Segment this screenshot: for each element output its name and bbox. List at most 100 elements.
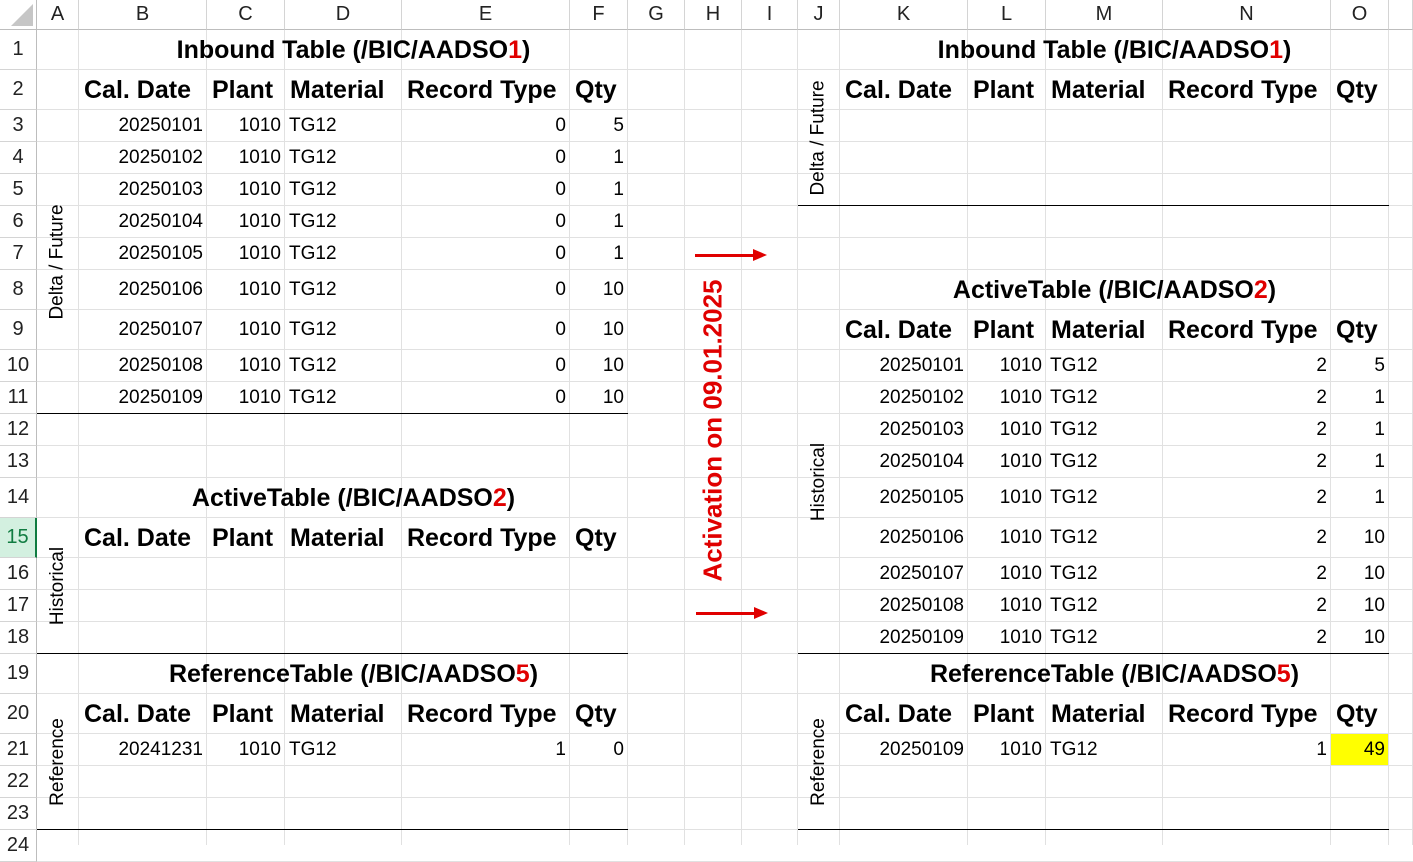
table-cell[interactable]: TG12 bbox=[289, 355, 337, 376]
table-cell[interactable]: 20250103 bbox=[118, 179, 203, 200]
table-cell[interactable]: 1 bbox=[1374, 487, 1385, 508]
column-heading[interactable]: Cal. Date bbox=[845, 75, 952, 104]
column-header-A[interactable]: A bbox=[37, 0, 79, 30]
table-cell[interactable]: 10 bbox=[1363, 595, 1385, 616]
column-heading[interactable]: Qty bbox=[1336, 75, 1378, 104]
table-cell[interactable]: 1010 bbox=[238, 739, 281, 760]
table-cell[interactable]: 2 bbox=[1316, 419, 1327, 440]
column-heading[interactable]: Qty bbox=[1336, 699, 1378, 728]
table-cell[interactable]: 0 bbox=[555, 387, 566, 408]
column-heading[interactable]: Qty bbox=[575, 523, 617, 552]
table-cell[interactable]: 2 bbox=[1316, 355, 1327, 376]
column-header-extra[interactable] bbox=[1389, 0, 1413, 30]
table-cell[interactable]: 0 bbox=[555, 279, 566, 300]
table-cell[interactable]: 20250101 bbox=[879, 355, 964, 376]
table-cell[interactable]: 1010 bbox=[238, 179, 281, 200]
table-cell[interactable]: 0 bbox=[613, 739, 624, 760]
column-heading[interactable]: Record Type bbox=[407, 523, 557, 552]
column-heading[interactable]: Plant bbox=[973, 315, 1035, 344]
column-header-F[interactable]: F bbox=[570, 0, 628, 30]
table-cell[interactable]: 20250107 bbox=[118, 319, 203, 340]
table-cell[interactable]: TG12 bbox=[289, 147, 337, 168]
table-cell[interactable]: 1 bbox=[555, 739, 566, 760]
table-cell[interactable]: 2 bbox=[1316, 387, 1327, 408]
table-cell[interactable]: 20250103 bbox=[879, 419, 964, 440]
row-header-17[interactable]: 17 bbox=[0, 590, 37, 622]
table-cell[interactable]: 10 bbox=[1363, 627, 1385, 648]
table-cell[interactable]: TG12 bbox=[1050, 419, 1098, 440]
column-heading[interactable]: Plant bbox=[973, 699, 1035, 728]
row-header-2[interactable]: 2 bbox=[0, 70, 37, 110]
table-cell[interactable]: 49 bbox=[1363, 739, 1385, 760]
table-cell[interactable]: 10 bbox=[1363, 527, 1385, 548]
column-header-N[interactable]: N bbox=[1163, 0, 1331, 30]
table-cell[interactable]: TG12 bbox=[1050, 451, 1098, 472]
column-header-I[interactable]: I bbox=[742, 0, 798, 30]
table-cell[interactable]: TG12 bbox=[1050, 563, 1098, 584]
table-cell[interactable]: 10 bbox=[602, 319, 624, 340]
column-heading[interactable]: Record Type bbox=[1168, 75, 1318, 104]
select-all-corner[interactable] bbox=[0, 0, 37, 30]
column-header-L[interactable]: L bbox=[968, 0, 1046, 30]
table-cell[interactable]: TG12 bbox=[289, 387, 337, 408]
column-heading[interactable]: Qty bbox=[575, 699, 617, 728]
table-cell[interactable]: 2 bbox=[1316, 595, 1327, 616]
column-header-H[interactable]: H bbox=[685, 0, 742, 30]
row-header-13[interactable]: 13 bbox=[0, 446, 37, 478]
table-cell[interactable]: 1010 bbox=[999, 563, 1042, 584]
column-heading[interactable]: Plant bbox=[212, 523, 274, 552]
column-heading[interactable]: Material bbox=[1051, 315, 1146, 344]
table-cell[interactable]: 20250102 bbox=[879, 387, 964, 408]
table-cell[interactable]: 1010 bbox=[238, 355, 281, 376]
table-cell[interactable]: 20250104 bbox=[879, 451, 964, 472]
table-cell[interactable]: 1010 bbox=[238, 115, 281, 136]
table-cell[interactable]: 1 bbox=[613, 211, 624, 232]
table-cell[interactable]: TG12 bbox=[1050, 595, 1098, 616]
table-cell[interactable]: 1010 bbox=[999, 527, 1042, 548]
table-cell[interactable]: 20250102 bbox=[118, 147, 203, 168]
table-cell[interactable]: TG12 bbox=[289, 211, 337, 232]
table-cell[interactable]: 1010 bbox=[999, 595, 1042, 616]
table-cell[interactable]: 10 bbox=[1363, 563, 1385, 584]
table-cell[interactable]: 20250108 bbox=[118, 355, 203, 376]
row-header-9[interactable]: 9 bbox=[0, 310, 37, 350]
column-header-B[interactable]: B bbox=[79, 0, 207, 30]
column-header-G[interactable]: G bbox=[628, 0, 685, 30]
table-cell[interactable]: 1010 bbox=[238, 387, 281, 408]
table-cell[interactable]: 2 bbox=[1316, 451, 1327, 472]
row-header-18[interactable]: 18 bbox=[0, 622, 37, 654]
table-cell[interactable]: 0 bbox=[555, 147, 566, 168]
table-cell[interactable]: 10 bbox=[602, 279, 624, 300]
row-header-15[interactable]: 15 bbox=[0, 518, 37, 558]
column-heading[interactable]: Material bbox=[290, 699, 385, 728]
table-cell[interactable]: 1010 bbox=[999, 451, 1042, 472]
row-header-7[interactable]: 7 bbox=[0, 238, 37, 270]
table-cell[interactable]: 1010 bbox=[999, 627, 1042, 648]
table-cell[interactable]: TG12 bbox=[1050, 355, 1098, 376]
table-cell[interactable]: TG12 bbox=[289, 115, 337, 136]
table-cell[interactable]: 1010 bbox=[238, 319, 281, 340]
table-cell[interactable]: 0 bbox=[555, 211, 566, 232]
column-header-K[interactable]: K bbox=[840, 0, 968, 30]
table-cell[interactable]: 20250107 bbox=[879, 563, 964, 584]
row-header-6[interactable]: 6 bbox=[0, 206, 37, 238]
column-heading[interactable]: Plant bbox=[973, 75, 1035, 104]
table-cell[interactable]: 1010 bbox=[999, 355, 1042, 376]
table-cell[interactable]: 1 bbox=[1374, 451, 1385, 472]
row-header-12[interactable]: 12 bbox=[0, 414, 37, 446]
column-heading[interactable]: Cal. Date bbox=[84, 523, 191, 552]
table-cell[interactable]: 2 bbox=[1316, 527, 1327, 548]
table-cell[interactable]: TG12 bbox=[289, 179, 337, 200]
row-header-16[interactable]: 16 bbox=[0, 558, 37, 590]
row-header-20[interactable]: 20 bbox=[0, 694, 37, 734]
column-header-O[interactable]: O bbox=[1331, 0, 1389, 30]
column-heading[interactable]: Cal. Date bbox=[845, 315, 952, 344]
table-cell[interactable]: 1010 bbox=[999, 487, 1042, 508]
column-heading[interactable]: Plant bbox=[212, 75, 274, 104]
column-heading[interactable]: Record Type bbox=[1168, 699, 1318, 728]
table-cell[interactable]: TG12 bbox=[289, 243, 337, 264]
table-cell[interactable]: TG12 bbox=[1050, 527, 1098, 548]
column-heading[interactable]: Plant bbox=[212, 699, 274, 728]
table-cell[interactable]: 1010 bbox=[999, 419, 1042, 440]
table-cell[interactable]: 0 bbox=[555, 179, 566, 200]
